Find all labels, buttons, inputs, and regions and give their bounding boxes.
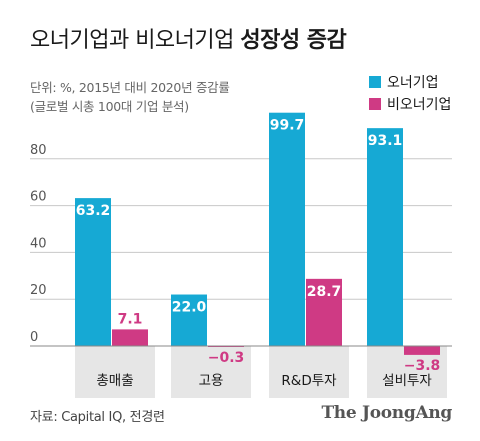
value-label-non-owner-0: 7.1	[118, 311, 143, 327]
legend-swatch-owner	[369, 76, 381, 88]
category-label-3: 설비투자	[382, 373, 432, 389]
value-label-owner-1: 22.0	[172, 300, 207, 316]
value-label-owner-0: 63.2	[76, 203, 111, 219]
legend-swatch-non-owner	[369, 98, 381, 110]
bar-owner-2	[269, 112, 305, 347]
publisher-logo: The JoongAng	[321, 403, 452, 423]
bar-non-owner-3	[404, 346, 440, 355]
category-band-1	[171, 346, 251, 398]
legend-label-non-owner: 비오너기업	[387, 97, 452, 113]
value-label-owner-3: 93.1	[368, 133, 403, 149]
y-tick-label-80: 80	[30, 143, 47, 158]
category-label-1: 고용	[199, 373, 224, 389]
legend-non-owner: 비오너기업	[369, 94, 451, 114]
value-label-non-owner-1: −0.3	[208, 350, 245, 366]
legend-label-owner: 오너기업	[387, 75, 439, 91]
scope-note: (글로벌 시총 100대 기업 분석)	[30, 99, 189, 114]
y-tick-label-0: 0	[30, 330, 38, 345]
title-bold: 성장성 증감	[240, 28, 347, 53]
bar-owner-0	[75, 198, 111, 346]
source-note: 자료: Capital IQ, 전경련	[30, 410, 165, 425]
bar-non-owner-2	[306, 278, 342, 346]
bar-owner-1	[171, 294, 207, 346]
category-label-0: 총매출	[96, 373, 133, 389]
y-tick-label-40: 40	[30, 236, 47, 251]
y-tick-label-20: 20	[30, 283, 47, 298]
category-band-2	[269, 346, 349, 398]
category-label-2: R&D투자	[281, 373, 337, 389]
legend-owner: 오너기업	[369, 72, 439, 92]
bar-non-owner-0	[112, 329, 148, 346]
unit-note: 단위: %, 2015년 대비 2020년 증감률	[30, 80, 230, 95]
value-label-owner-2: 99.7	[270, 118, 305, 134]
category-band-0	[75, 346, 155, 398]
y-tick-label-60: 60	[30, 190, 47, 205]
chart-title: 오너기업과 비오너기업 성장성 증감	[30, 22, 347, 54]
bar-owner-3	[367, 128, 403, 346]
value-label-non-owner-3: −3.8	[404, 358, 441, 374]
title-normal: 오너기업과 비오너기업	[30, 28, 234, 53]
value-label-non-owner-2: 28.7	[307, 284, 342, 300]
